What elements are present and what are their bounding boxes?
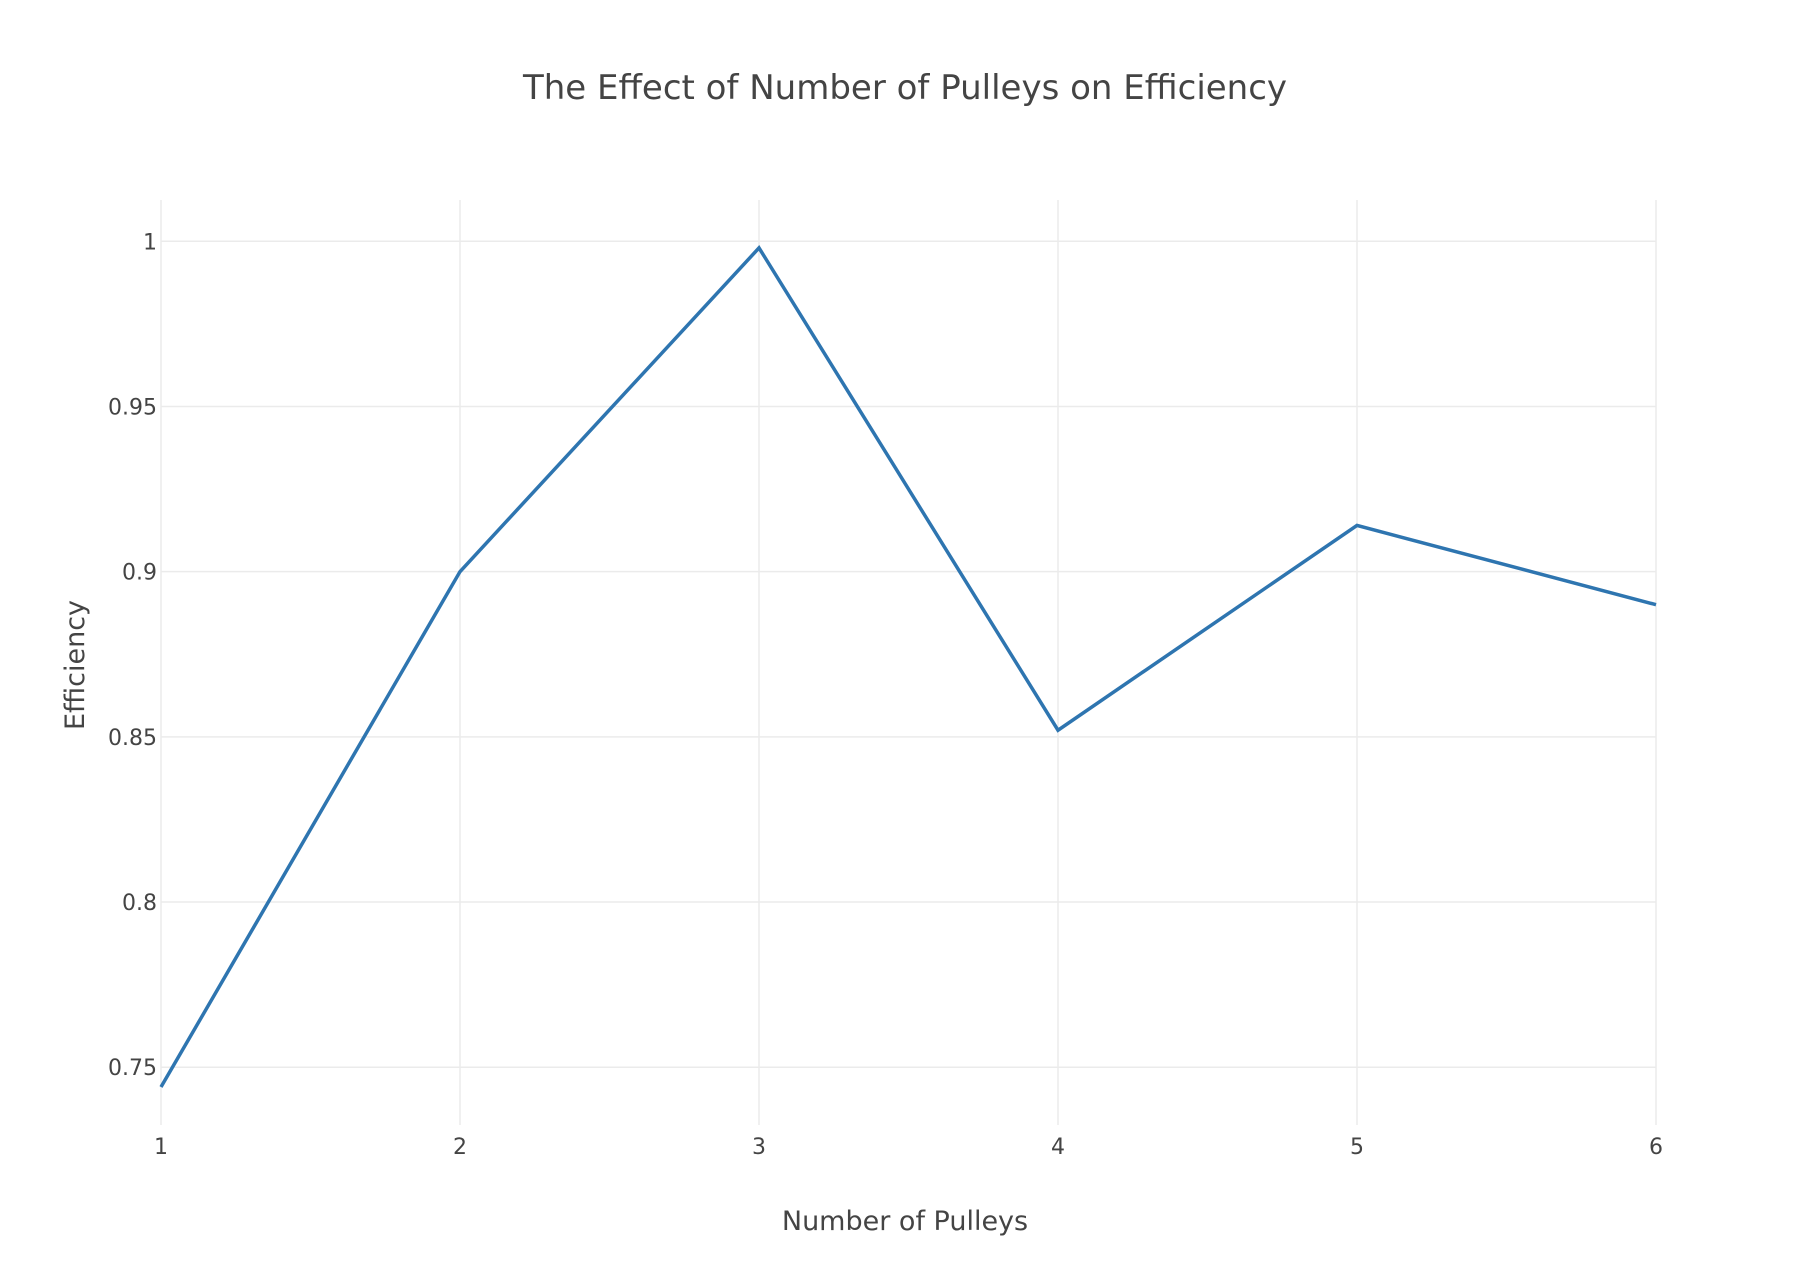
x-axis-ticks: 1 2 3 4 5 6: [154, 1135, 1663, 1160]
series-layer: [159, 245, 1657, 1088]
x-tick-label: 6: [1649, 1135, 1663, 1160]
x-tick-label: 4: [1051, 1135, 1065, 1160]
grid-lines: [160, 200, 1657, 1125]
y-tick-label: 0.8: [122, 891, 157, 916]
x-tick-label: 5: [1350, 1135, 1364, 1160]
y-axis-title: Efficiency: [60, 600, 91, 730]
x-axis-title: Number of Pulleys: [782, 1206, 1028, 1237]
y-tick-label: 1: [143, 230, 157, 255]
x-tick-label: 3: [752, 1135, 766, 1160]
x-tick-label: 2: [453, 1135, 467, 1160]
efficiency-series-line: [159, 245, 1657, 1088]
y-tick-label: 0.9: [122, 561, 157, 586]
y-tick-label: 0.85: [108, 726, 157, 751]
y-axis-ticks: 0.75 0.8 0.85 0.9 0.95 1: [108, 230, 157, 1081]
y-tick-label: 0.75: [108, 1056, 157, 1081]
y-tick-label: 0.95: [108, 395, 157, 420]
chart-title: The Effect of Number of Pulleys on Effic…: [522, 68, 1287, 108]
x-tick-label: 1: [154, 1135, 168, 1160]
